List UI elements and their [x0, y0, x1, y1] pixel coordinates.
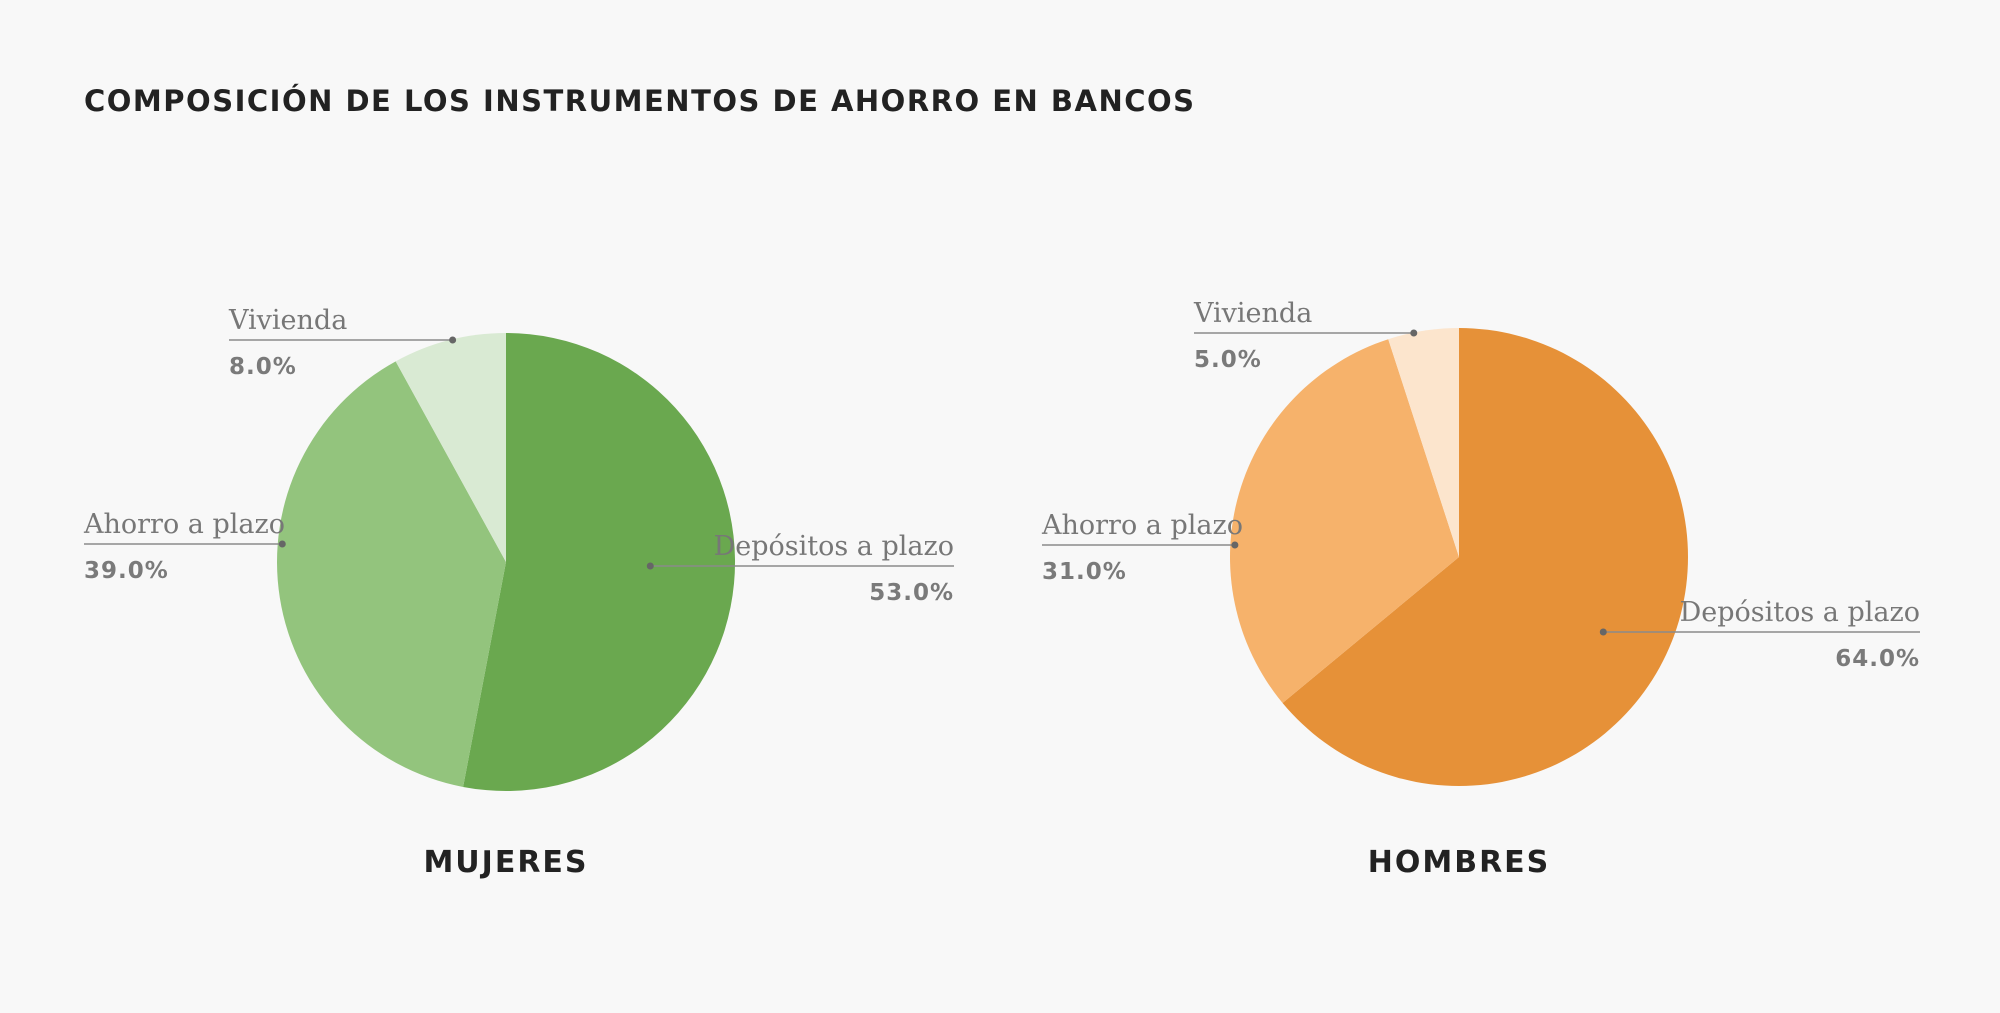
leader-dot-depositos-a-plazo	[1599, 628, 1607, 636]
leader-dot-vivienda	[1410, 329, 1418, 337]
slice-label-vivienda: Vivienda	[228, 305, 347, 336]
slice-label-ahorro-a-plazo: Ahorro a plazo	[83, 509, 285, 540]
slice-label-ahorro-a-plazo: Ahorro a plazo	[1041, 510, 1243, 541]
pie-slice-ahorro-a-plazo	[1230, 339, 1459, 703]
pie-slice-depositos-a-plazo	[1282, 328, 1688, 786]
pie-slice-vivienda	[395, 333, 506, 562]
chart-caption-mujeres: MUJERES	[423, 845, 588, 880]
page-title: COMPOSICIÓN DE LOS INSTRUMENTOS DE AHORR…	[84, 84, 1196, 118]
slice-value-ahorro-a-plazo: 31.0%	[1042, 559, 1127, 585]
leader-dot-ahorro-a-plazo	[278, 540, 286, 548]
pie-chart-mujeres: Depósitos a plazo 53.0% Ahorro a plazo 39.0…	[83, 305, 954, 880]
leader-dot-depositos-a-plazo	[646, 562, 654, 570]
slice-value-ahorro-a-plazo: 39.0%	[84, 558, 169, 584]
slice-label-depositos-a-plazo: Depósitos a plazo	[1680, 597, 1920, 628]
slice-label-depositos-a-plazo: Depósitos a plazo	[714, 531, 954, 562]
slice-label-vivienda: Vivienda	[1193, 298, 1312, 329]
pie-slice-vivienda	[1388, 328, 1459, 557]
chart-caption-hombres: HOMBRES	[1368, 845, 1551, 880]
slice-value-depositos-a-plazo: 64.0%	[1835, 646, 1920, 672]
pie-slice-ahorro-a-plazo	[277, 361, 506, 787]
slice-value-vivienda: 8.0%	[229, 354, 297, 380]
leader-dot-ahorro-a-plazo	[1231, 541, 1239, 549]
leader-dot-vivienda	[449, 336, 457, 344]
slice-value-vivienda: 5.0%	[1194, 347, 1262, 373]
slice-value-depositos-a-plazo: 53.0%	[869, 580, 954, 606]
pie-slice-depositos-a-plazo	[463, 333, 736, 791]
pie-chart-hombres: Depósitos a plazo 64.0% Ahorro a plazo 31.0…	[1041, 298, 1920, 880]
